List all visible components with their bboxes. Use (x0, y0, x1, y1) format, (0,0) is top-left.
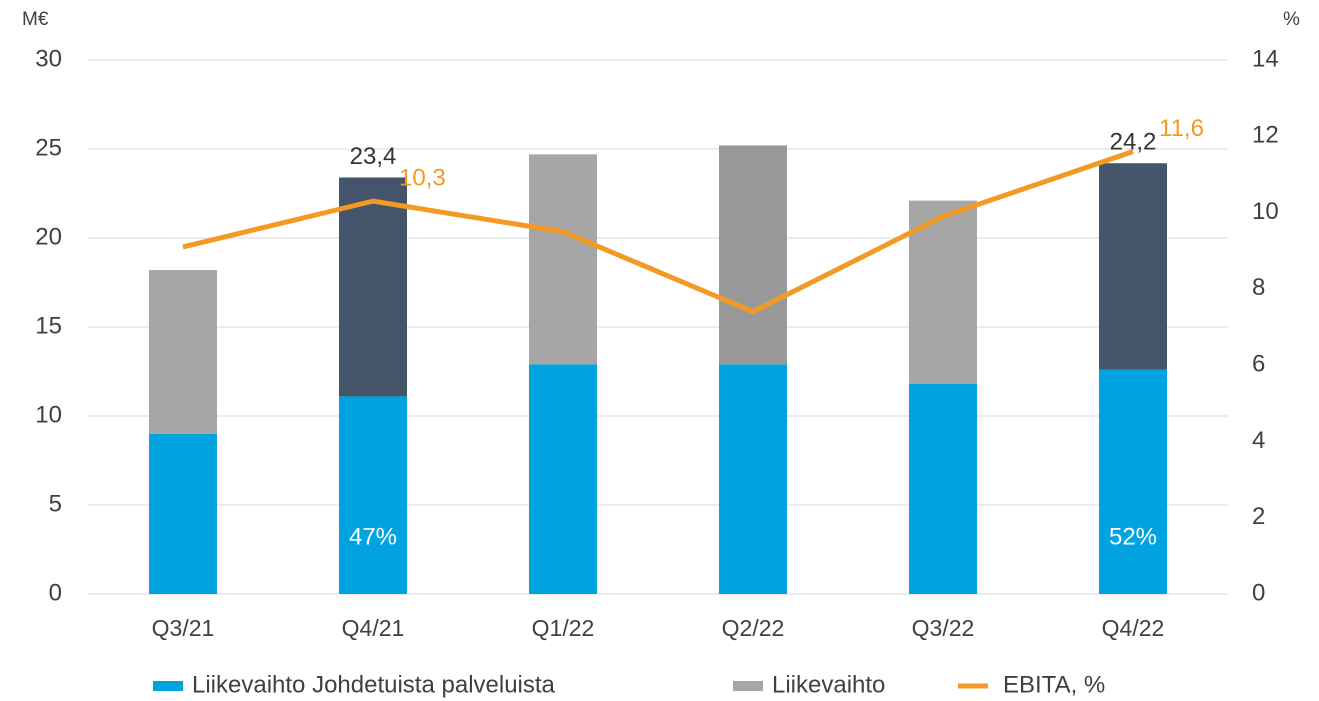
y2-tick-label: 2 (1252, 503, 1265, 530)
y2-tick-label: 12 (1252, 122, 1279, 149)
y-axis-title: M€ (22, 9, 49, 30)
share-label: 52% (1109, 523, 1157, 550)
x-tick-label: Q3/21 (152, 615, 215, 641)
y-tick-label: 15 (35, 312, 62, 339)
share-label: 47% (349, 523, 397, 550)
x-tick-label: Q4/21 (342, 615, 405, 641)
x-tick-label: Q2/22 (722, 615, 785, 641)
legend-label: Liikevaihto (772, 671, 885, 698)
bar-segment (149, 270, 217, 434)
y2-tick-label: 14 (1252, 45, 1279, 72)
x-tick-label: Q4/22 (1102, 615, 1165, 641)
bar-segment (1099, 163, 1167, 370)
legend-label: Liikevaihto Johdetuista palveluista (192, 671, 556, 698)
legend-swatch (733, 681, 763, 691)
bar-segment (719, 364, 787, 594)
legend-label: EBITA, % (1003, 671, 1105, 698)
bar-segment (149, 433, 217, 594)
total-label: 23,4 (350, 143, 397, 170)
y2-tick-label: 6 (1252, 350, 1265, 377)
bar-segment (529, 154, 597, 365)
y2-tick-label: 0 (1252, 579, 1265, 606)
y-tick-label: 30 (35, 45, 62, 72)
line-value-label: 10,3 (399, 164, 446, 191)
bar-segment (1099, 369, 1167, 594)
y2-tick-label: 10 (1252, 198, 1279, 225)
y-tick-label: 20 (35, 223, 62, 250)
legend-swatch (153, 681, 183, 691)
bar-segment (339, 177, 407, 397)
bar-segment (719, 145, 787, 365)
line (182, 149, 1134, 315)
bar-segment (339, 396, 407, 594)
y-tick-label: 10 (35, 401, 62, 428)
y2-axis-title: % (1283, 9, 1300, 30)
y2-tick-label: 4 (1252, 427, 1265, 454)
line-value-label: 11,6 (1159, 115, 1204, 142)
x-tick-label: Q1/22 (532, 615, 595, 641)
y-tick-label: 25 (35, 134, 62, 161)
y2-tick-label: 8 (1252, 274, 1265, 301)
bar-segment (909, 200, 977, 384)
bar-segment (909, 383, 977, 594)
x-tick-label: Q3/22 (912, 615, 975, 641)
bar-segment (529, 364, 597, 594)
total-label: 24,2 (1110, 129, 1157, 156)
y-tick-label: 5 (49, 490, 62, 517)
y-tick-label: 0 (49, 579, 62, 606)
